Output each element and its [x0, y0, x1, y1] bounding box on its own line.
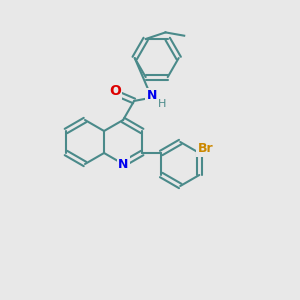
- Text: N: N: [146, 89, 157, 102]
- Text: O: O: [109, 84, 121, 98]
- Text: N: N: [118, 158, 128, 170]
- Text: H: H: [158, 99, 166, 109]
- Text: Br: Br: [197, 142, 213, 155]
